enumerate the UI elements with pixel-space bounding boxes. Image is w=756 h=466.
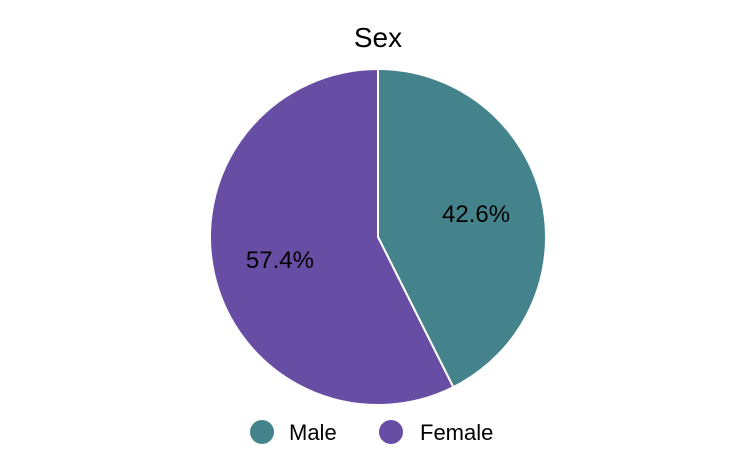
legend-marker-female [379,420,403,444]
pie-slices [209,68,547,406]
legend-marker-male [250,420,274,444]
legend-label-male: Male [289,420,337,445]
slice-label-female: 57.4% [246,247,314,274]
slice-label-male: 42.6% [442,201,510,228]
pie-slice-labels: 42.6% 57.4% [246,201,510,274]
pie-slice-male [377,68,547,389]
legend-label-female: Female [420,420,493,445]
chart-title: Sex [354,22,402,53]
legend: Male Female [250,420,493,445]
pie-slice-female [209,68,455,406]
